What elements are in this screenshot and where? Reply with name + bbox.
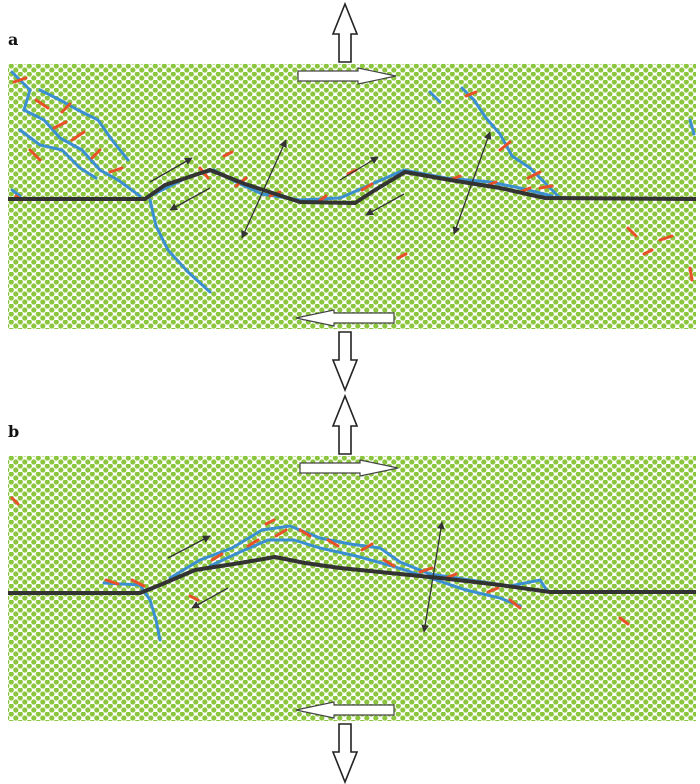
displacement-arrows-a bbox=[149, 131, 492, 239]
crack-red-b2 bbox=[10, 496, 630, 626]
crack-blue-a4 bbox=[148, 198, 212, 294]
tension-arrow-up-b bbox=[331, 393, 359, 455]
shear-arrow-top-a bbox=[297, 67, 397, 85]
displacement-arrow-b3 bbox=[421, 521, 445, 633]
fault-line-a bbox=[8, 168, 697, 205]
tension-arrow-up-a bbox=[331, 1, 359, 63]
panel-label-b: b bbox=[8, 422, 20, 441]
panel-a bbox=[8, 64, 697, 329]
crack-blue-a7 bbox=[10, 90, 696, 198]
displacement-arrow-a1 bbox=[149, 157, 193, 183]
panel-b bbox=[8, 456, 696, 721]
displacement-arrow-a5 bbox=[365, 193, 405, 216]
displacement-arrow-a6 bbox=[452, 131, 492, 235]
crack-blue-a1 bbox=[10, 70, 142, 198]
displacement-arrow-a3 bbox=[241, 139, 287, 239]
crack-blue-a3 bbox=[38, 88, 130, 162]
displacement-arrow-b1 bbox=[167, 535, 211, 559]
tension-arrow-down-a bbox=[331, 331, 359, 393]
displacement-arrow-a2 bbox=[169, 187, 211, 211]
shear-arrow-top-b bbox=[299, 459, 399, 477]
crack-red-a3 bbox=[464, 90, 554, 190]
crack-blue-b3 bbox=[208, 538, 522, 608]
tension-arrows-b bbox=[331, 393, 359, 784]
crack-red-b1 bbox=[104, 518, 522, 610]
fault-line-b bbox=[8, 555, 696, 595]
shear-arrows-a bbox=[295, 67, 397, 327]
granular-sample-b bbox=[8, 456, 696, 721]
displacement-arrows-b bbox=[167, 521, 445, 633]
shear-arrow-bottom-b bbox=[295, 701, 395, 719]
crack-blue-b1 bbox=[102, 581, 162, 642]
displacement-arrow-b2 bbox=[191, 587, 229, 609]
displacement-arrow-a4 bbox=[339, 156, 379, 181]
crack-blue-a2 bbox=[18, 128, 98, 180]
shear-arrows-b bbox=[295, 459, 399, 719]
crack-red-a1 bbox=[12, 76, 124, 174]
panel-label-a: a bbox=[8, 30, 19, 49]
tension-arrows-a bbox=[331, 1, 359, 393]
shear-arrow-bottom-a bbox=[295, 309, 395, 327]
tension-arrow-down-b bbox=[331, 723, 359, 784]
